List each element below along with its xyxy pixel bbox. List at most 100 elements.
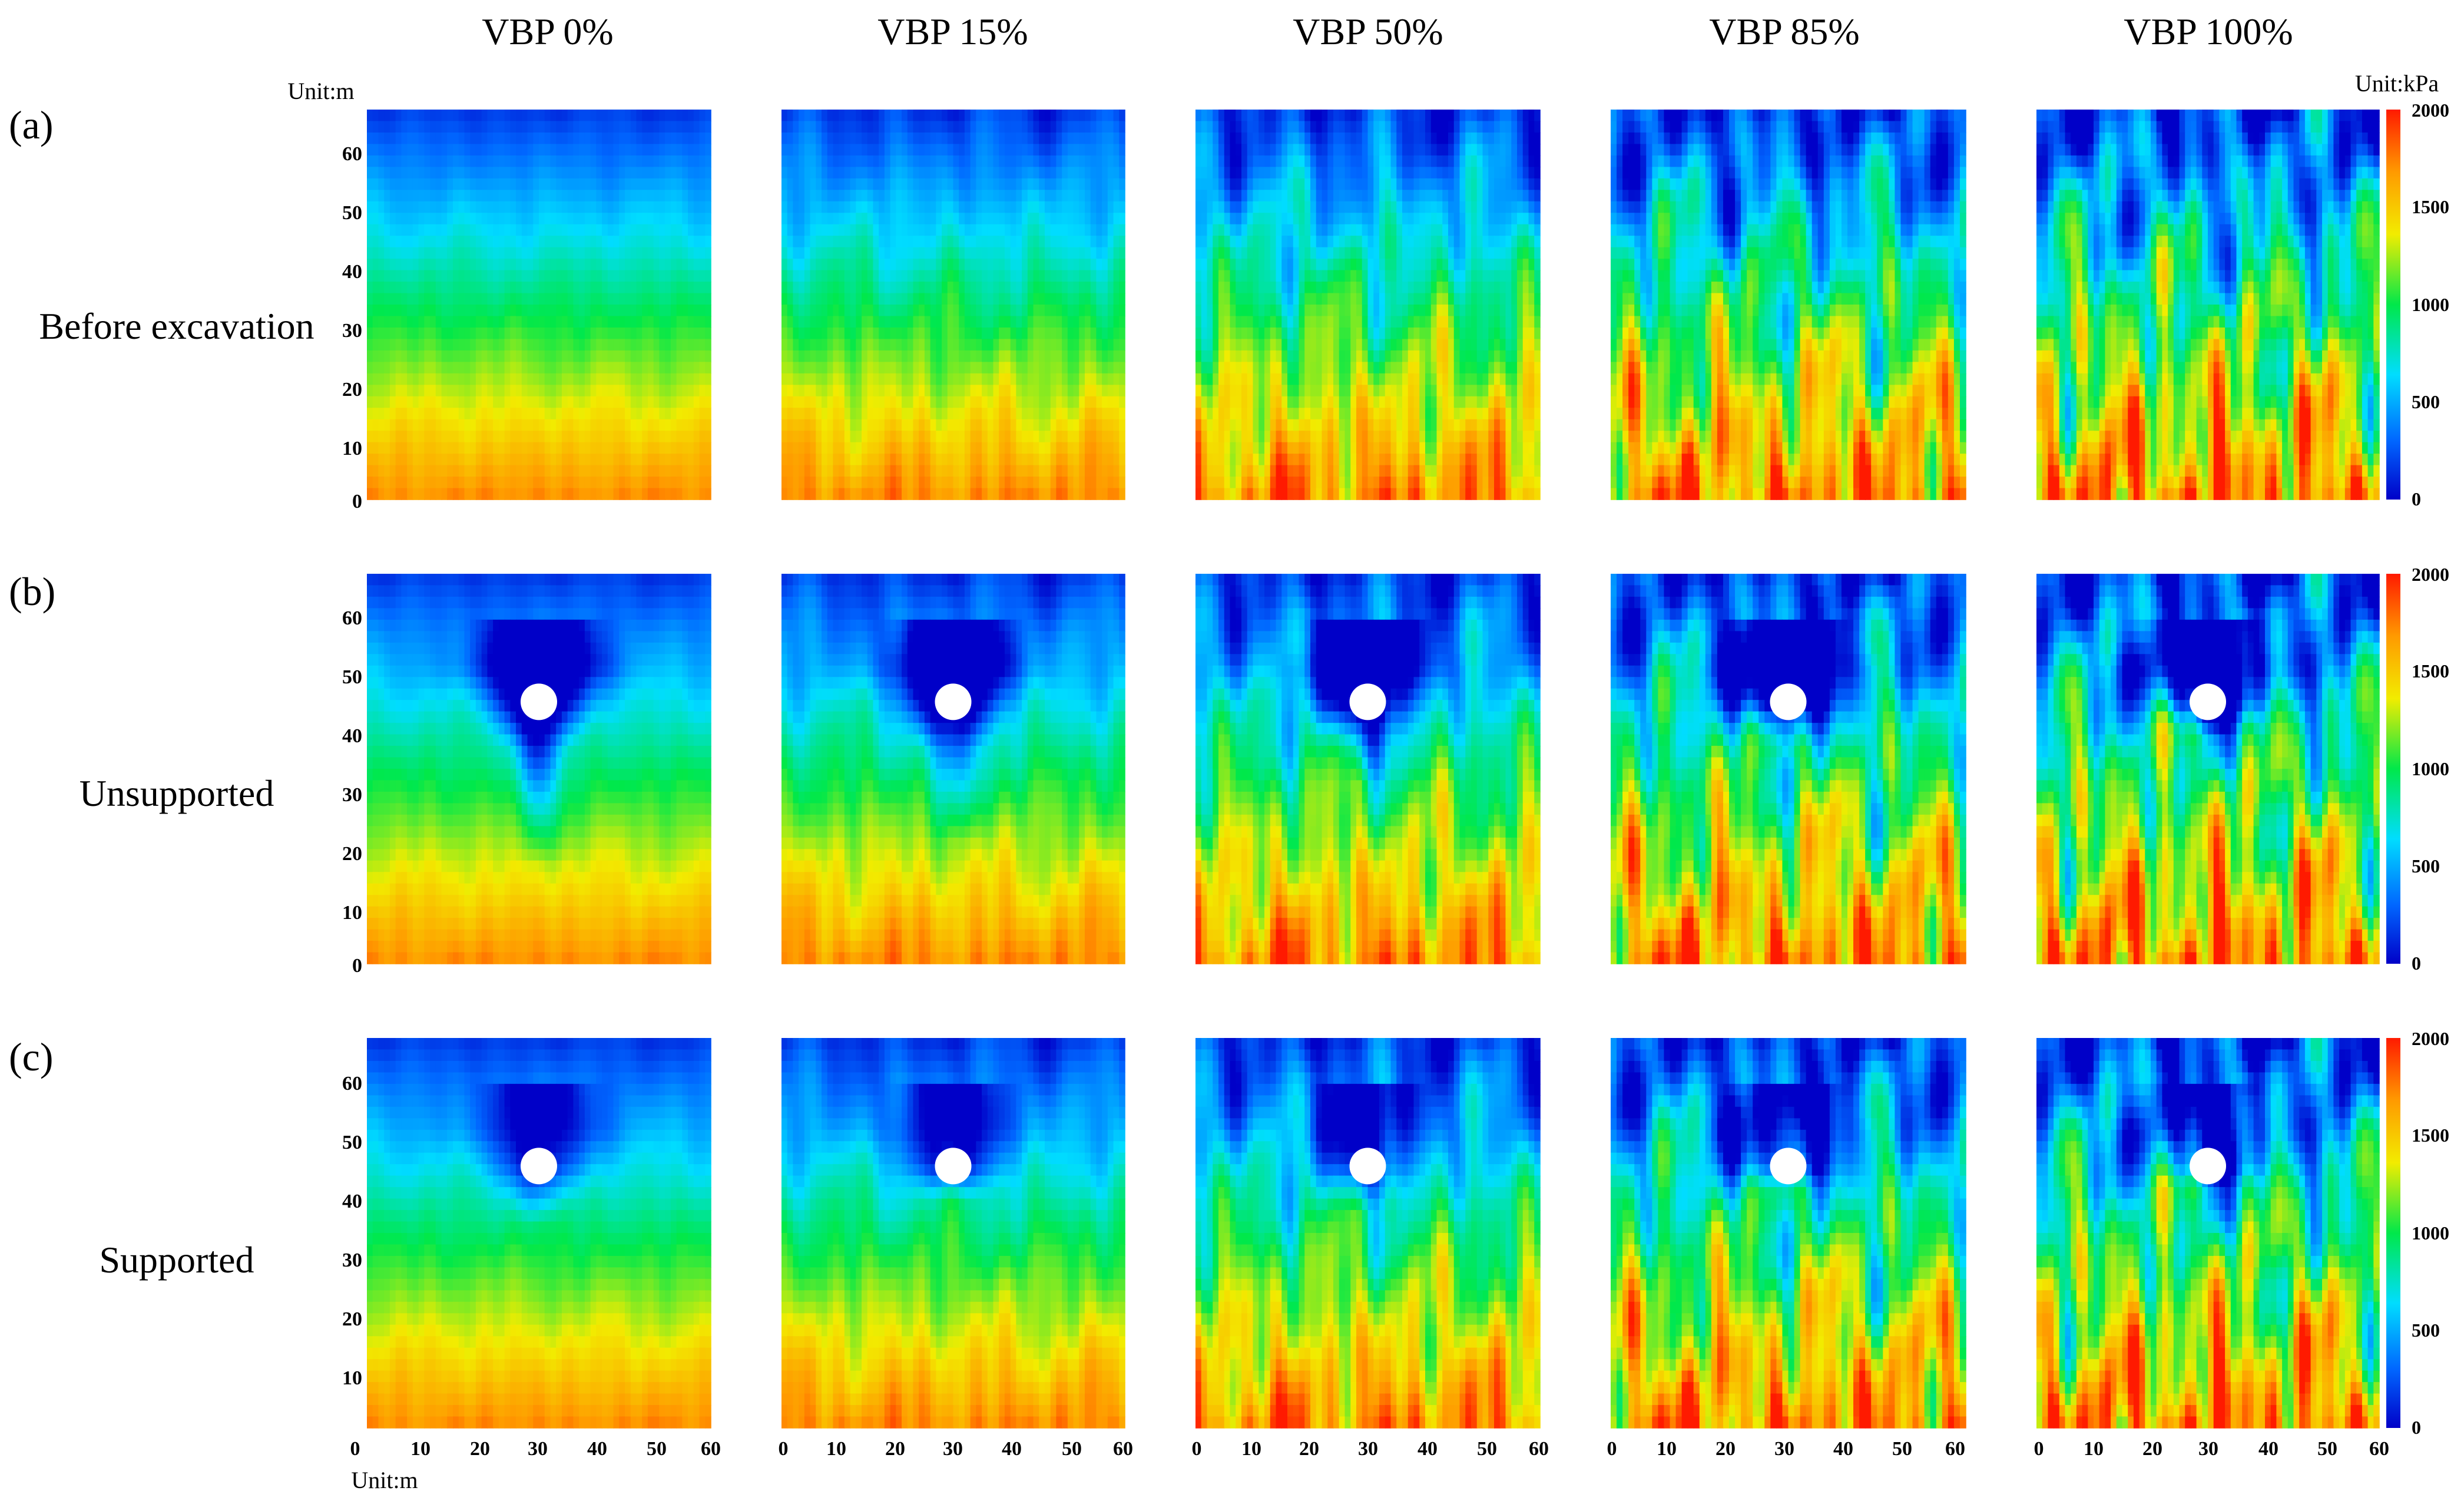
heatmap-cell [482, 282, 488, 293]
heatmap-cell [384, 780, 390, 792]
heatmap-cell [550, 585, 557, 597]
heatmap-cell [579, 735, 585, 746]
heatmap-cell [705, 178, 711, 190]
heatmap-cell [464, 282, 471, 293]
heatmap-cell [677, 224, 683, 236]
heatmap-cell [505, 941, 511, 953]
heatmap-cell [505, 442, 511, 454]
heatmap-cell [528, 1038, 534, 1050]
heatmap-cell [493, 144, 499, 156]
heatmap-cell [539, 293, 545, 305]
heatmap-cell [568, 723, 574, 735]
heatmap-cell [614, 419, 620, 431]
heatmap-cell [476, 849, 482, 861]
heatmap-cell [545, 1072, 551, 1084]
heatmap-cell [625, 419, 631, 431]
heatmap-cell [636, 282, 643, 293]
heatmap-cell [384, 373, 390, 385]
heatmap-cell [688, 121, 694, 133]
heatmap-cell [390, 167, 396, 178]
heatmap-cell [528, 133, 534, 144]
heatmap-cell [550, 236, 557, 247]
heatmap-cell [373, 1049, 379, 1061]
heatmap-cell [476, 884, 482, 895]
heatmap-cell [442, 861, 448, 872]
heatmap-cell [516, 769, 522, 781]
heatmap-cell [384, 110, 390, 121]
heatmap-cell [476, 1084, 482, 1096]
heatmap-cell [373, 574, 379, 586]
heatmap-cell [642, 1049, 648, 1061]
heatmap-cell [510, 574, 516, 586]
heatmap-cell [476, 769, 482, 781]
heatmap-cell [407, 1107, 413, 1119]
heatmap-cell [516, 305, 522, 316]
heatmap-cell [447, 735, 453, 746]
heatmap-cell [648, 1061, 654, 1073]
heatmap-cell [682, 918, 688, 930]
heatmap-cell [384, 884, 390, 895]
heatmap-cell [659, 849, 665, 861]
heatmap-cell [556, 597, 562, 609]
heatmap-cell [436, 1049, 442, 1061]
heatmap-cell [682, 316, 688, 328]
heatmap-cell [419, 803, 425, 815]
figure: VBP 0% VBP 15% VBP 50% VBP 85% VBP 100% … [0, 0, 2464, 1501]
heatmap-cell [476, 689, 482, 700]
heatmap-cell [568, 316, 574, 328]
heatmap-cell [516, 259, 522, 270]
heatmap-cell [705, 236, 711, 247]
heatmap-cell [562, 815, 568, 826]
heatmap-cell [654, 236, 660, 247]
heatmap-cell [476, 133, 482, 144]
heatmap-cell [373, 941, 379, 953]
heatmap-cell [373, 328, 379, 339]
heatmap-cell [579, 431, 585, 442]
heatmap-cell [556, 872, 562, 884]
heatmap-cell [436, 815, 442, 826]
heatmap-cell [631, 270, 637, 282]
heatmap-cell [407, 780, 413, 792]
heatmap-cell [464, 861, 471, 872]
heatmap-cell [694, 700, 700, 712]
heatmap-cell [659, 190, 665, 201]
heatmap-cell [585, 133, 591, 144]
heatmap-cell [556, 677, 562, 689]
heatmap-cell [700, 930, 706, 941]
heatmap-cell [516, 282, 522, 293]
heatmap-cell [550, 1095, 557, 1107]
heatmap-cell [367, 608, 373, 620]
heatmap-cell [442, 608, 448, 620]
heatmap-cell [682, 838, 688, 849]
heatmap-cell [482, 178, 488, 190]
heatmap-cell [516, 930, 522, 941]
heatmap-cell [413, 792, 419, 804]
heatmap-cell [539, 305, 545, 316]
heatmap-cell [539, 167, 545, 178]
heatmap-cell [619, 677, 625, 689]
heatmap-cell [608, 316, 614, 328]
heatmap-cell [602, 620, 608, 632]
heatmap-cell [442, 666, 448, 677]
heatmap-cell [436, 792, 442, 804]
heatmap-cell [648, 918, 654, 930]
heatmap-cell [499, 488, 505, 500]
heatmap-cell [442, 454, 448, 465]
heatmap-cell [591, 454, 597, 465]
heatmap-cell [688, 758, 694, 769]
heatmap-cell [470, 930, 476, 941]
heatmap-cell [642, 201, 648, 213]
heatmap-cell [459, 477, 465, 488]
heatmap-cell [614, 815, 620, 826]
heatmap-cell [562, 144, 568, 156]
heatmap-cell [556, 930, 562, 941]
heatmap-cell [677, 1072, 683, 1084]
heatmap-cell [614, 316, 620, 328]
heatmap-cell [430, 815, 436, 826]
heatmap-cell [378, 156, 385, 167]
heatmap-cell [625, 907, 631, 918]
heatmap-cell [487, 259, 494, 270]
heatmap-cell [378, 780, 385, 792]
heatmap-cell [407, 941, 413, 953]
heatmap-cell [642, 339, 648, 351]
